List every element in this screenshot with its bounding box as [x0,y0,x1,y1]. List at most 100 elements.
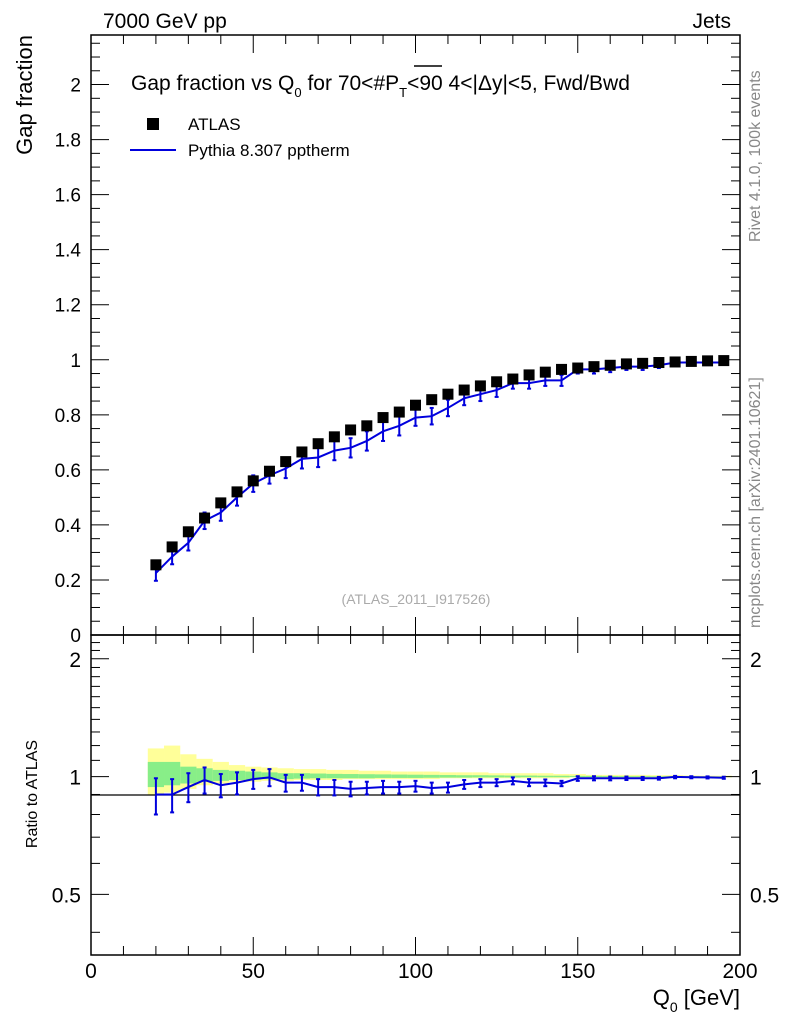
atlas-data-point [361,420,373,432]
atlas-data-point [556,363,568,375]
x-tick-label: 150 [560,960,595,983]
x-tick-label: 50 [242,960,265,983]
atlas-data-point [637,357,649,369]
ratio-band-inner [439,775,457,778]
ratio-band-inner [456,775,473,778]
title-sub-t: T [399,85,407,100]
legend-pythia-label: Pythia 8.307 pptherm [188,141,350,160]
atlas-data-point [247,475,259,487]
main-ytick-label: 1 [70,351,81,372]
ratio-band-inner [147,761,165,788]
x-tick-label: 100 [398,960,433,983]
legend-atlas-label: ATLAS [188,115,241,134]
header-right-label: Jets [692,10,731,33]
x-axis-label: Q0 [GeV] [653,985,740,1015]
title-sub-q0: 0 [294,85,301,100]
atlas-data-point [263,465,275,477]
mcplots-label: mcplots.cern.ch [arXiv:2401.10621] [747,377,764,628]
ratio-panel: 0.5 0.5 1 1 2 2 [52,634,779,956]
x-tick-label: 200 [722,960,757,983]
atlas-data-point [150,559,162,571]
xlabel-sub: 0 [670,999,678,1015]
ratio-frame [90,634,741,956]
main-ytick-label: 1.2 [55,296,81,317]
pythia-ratio-line [155,775,724,796]
atlas-data-point [280,456,292,468]
legend-atlas-marker [147,118,159,130]
main-ticks: 0 0.2 0.4 0.6 0.8 1 1.2 1.4 1.6 1.8 2 [55,35,741,647]
ratio-ticks: 0.5 0.5 1 1 2 2 [52,635,779,955]
atlas-data-point [199,512,211,524]
atlas-data-point [572,362,584,374]
atlas-data-point [669,356,681,368]
ratio-band-inner [488,775,505,778]
ratio-ytick-label-left: 0.5 [52,884,81,907]
ratio-band-inner [407,774,424,778]
ratio-band-inner [310,773,327,779]
main-ytick-label: 1.6 [55,186,81,207]
atlas-data-point [166,541,178,553]
title-part-a: Gap fraction vs Q [131,72,294,95]
atlas-data-point [474,380,486,392]
title-part-b: for 70<# [302,72,386,95]
atlas-data-point [410,399,421,411]
atlas-data-point [377,412,389,424]
atlas-data-point [231,486,243,498]
main-ytick-label: 0.6 [55,461,81,482]
atlas-data-point [328,431,340,443]
header-left-label: 7000 GeV pp [103,10,227,33]
pythia-main-line [155,361,724,574]
ratio-band-inner [374,774,392,778]
main-ytick-label: 0 [70,626,81,647]
x-tick-labels: 0 50 100 150 200 [85,960,757,983]
atlas-data-point [182,526,194,538]
atlas-data-point [588,361,600,373]
ratio-band-inner [520,775,538,778]
main-ytick-label: 0.2 [55,571,81,592]
ratio-band-inner [164,761,181,786]
main-ytick-label: 0.4 [55,516,82,537]
ratio-band-inner [342,774,359,779]
atlas-data-point [685,355,697,367]
ratio-band-inner [358,774,375,779]
main-title: Gap fraction vs Q0 for 70<#PT<90 4<|Δy|<… [131,72,630,100]
main-ytick-label: 1.8 [55,131,81,152]
atlas-data-point [393,406,405,418]
atlas-data-point [458,384,470,396]
atlas-data-point [653,357,665,369]
xlabel-rest: [GeV] [678,985,740,1010]
title-over-p: P [385,72,399,95]
ratio-band-inner [472,775,489,778]
ratio-band-inner [553,775,570,778]
atlas-data-point [702,355,714,367]
x-tick-label: 0 [85,960,97,983]
atlas-data-point [442,388,454,400]
ratio-band-inner [537,775,554,778]
main-ylabel: Gap fraction [12,35,37,155]
main-data [150,355,730,582]
ratio-ylabel: Ratio to ATLAS [24,740,41,848]
ratio-band-inner [391,774,408,778]
ratio-band-inner [326,773,343,779]
legend: ATLAS Pythia 8.307 pptherm [130,115,350,160]
atlas-data-point [312,438,324,450]
ratio-band-inner [423,774,440,778]
ratio-ytick-label-right: 2 [750,649,762,672]
main-ytick-label: 0.8 [55,406,81,427]
atlas-data-point [345,424,357,436]
xlabel-main: Q [653,985,670,1010]
main-panel: 0 0.2 0.4 0.6 0.8 1 1.2 1.4 1.6 1.8 2 (ATLAS_2011_… [55,34,741,647]
ratio-ytick-label-right: 1 [750,767,762,790]
atlas-data-point [426,394,438,406]
rivet-version-label: Rivet 4.1.0, 100k events [747,70,764,242]
atlas-data-point [215,497,227,509]
atlas-data-point [620,358,632,370]
watermark-label: (ATLAS_2011_I917526) [342,591,491,607]
atlas-data-point [491,376,503,388]
ratio-ytick-label-left: 2 [69,649,81,672]
ratio-ytick-label-right: 0.5 [750,884,779,907]
atlas-data-point [718,355,730,367]
ratio-ytick-label-left: 1 [69,767,81,790]
ratio-data [153,766,726,816]
